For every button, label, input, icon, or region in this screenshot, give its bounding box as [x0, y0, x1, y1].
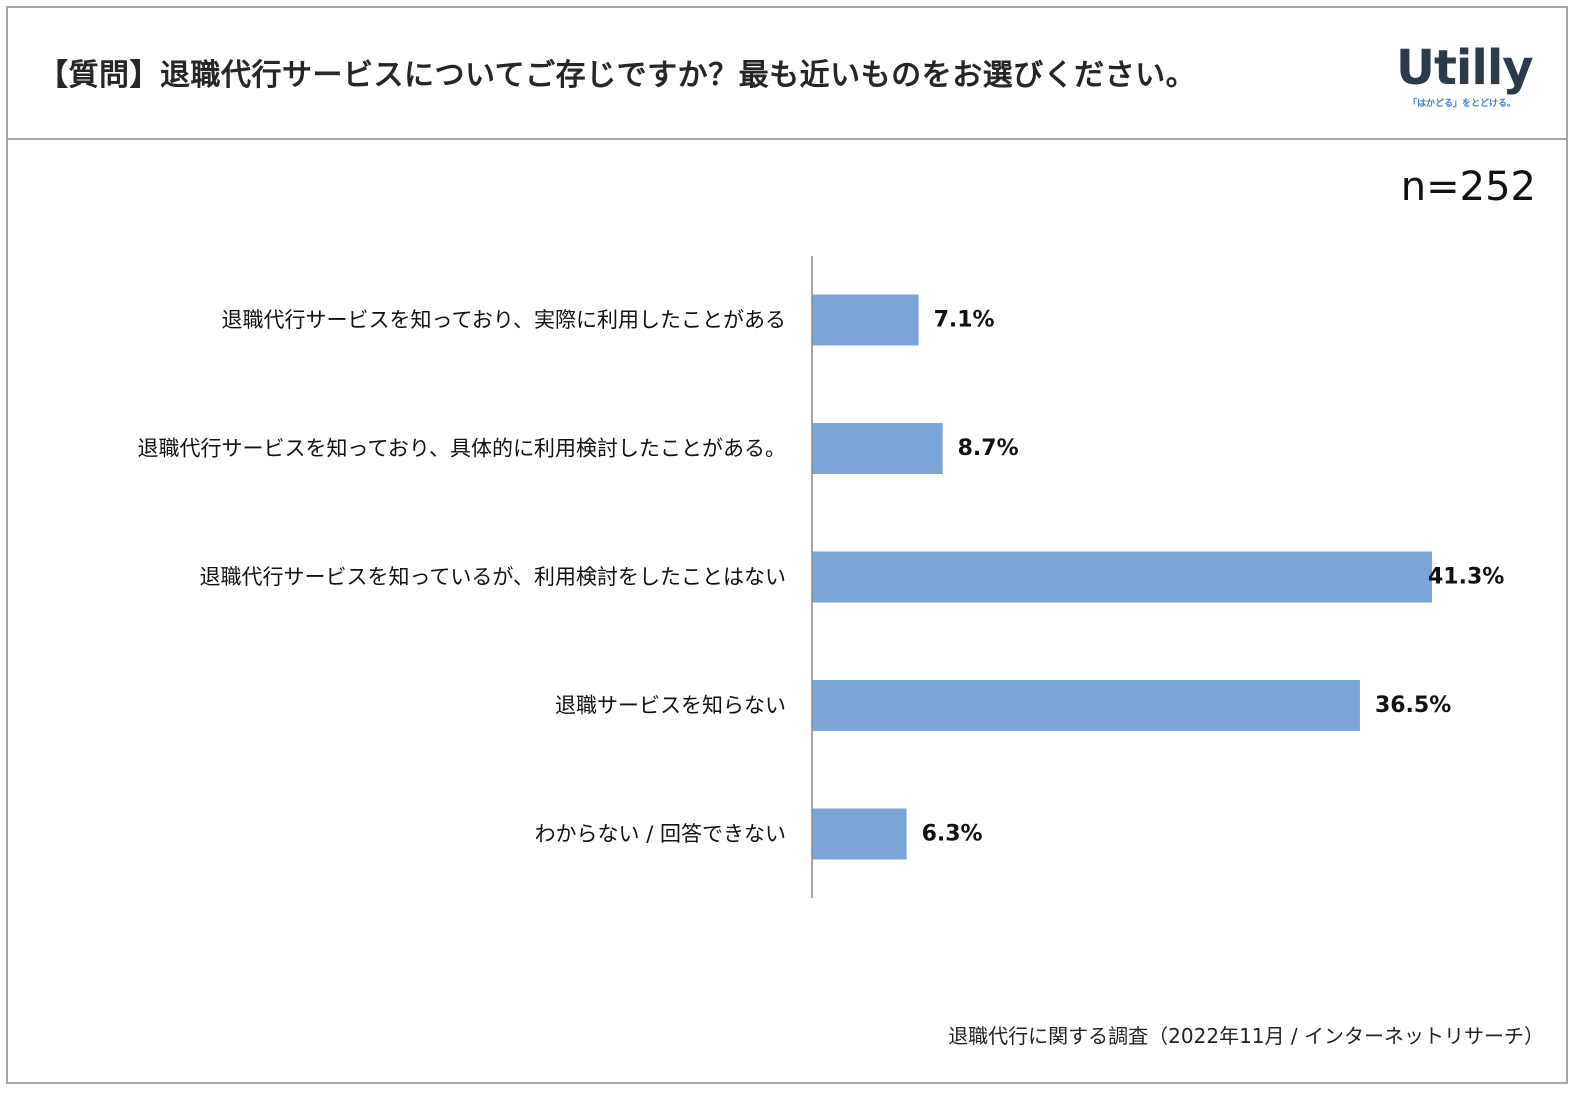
category-label: わからない / 回答できない: [535, 822, 786, 846]
bar: [812, 680, 1360, 731]
value-label: 41.3%: [1428, 565, 1504, 590]
bar: [812, 294, 919, 346]
utilly-logo: Utilly 「はかどる」をとどける。: [1396, 40, 1556, 120]
category-label: 退職代行サービスを知っており、実際に利用したことがある: [222, 308, 786, 332]
bar: [812, 423, 943, 474]
logo-tagline: 「はかどる」をとどける。: [1408, 99, 1517, 109]
bars-layer: 退職代行サービスを知っており、実際に利用したことがある 7.1% 退職代行サービスを…: [138, 294, 1504, 860]
bar: [812, 551, 1432, 603]
value-label: 6.3%: [922, 822, 983, 847]
question-title: 【質問】退職代行サービスについてご存じですか？最も近いものをお選びください。: [38, 58, 1197, 93]
sample-size-label: n=252: [1400, 164, 1536, 210]
source-note: 退職代行に関する調査（2022年11月 / インターネットリサーチ）: [948, 1024, 1544, 1048]
value-label: 7.1%: [934, 308, 995, 333]
logo-wordmark: Utilly: [1396, 40, 1534, 96]
header-panel: 【質問】退職代行サービスについてご存じですか？最も近いものをお選びください。 U…: [6, 6, 1568, 140]
category-label: 退職代行サービスを知っているが、利用検討をしたことはない: [199, 565, 786, 589]
category-label: 退職サービスを知らない: [555, 694, 786, 718]
bar: [812, 808, 907, 860]
category-label: 退職代行サービスを知っており、具体的に利用検討したことがある。: [138, 437, 786, 461]
chart-frame: [6, 6, 1568, 1084]
value-label: 8.7%: [958, 436, 1019, 461]
value-label: 36.5%: [1375, 693, 1451, 718]
